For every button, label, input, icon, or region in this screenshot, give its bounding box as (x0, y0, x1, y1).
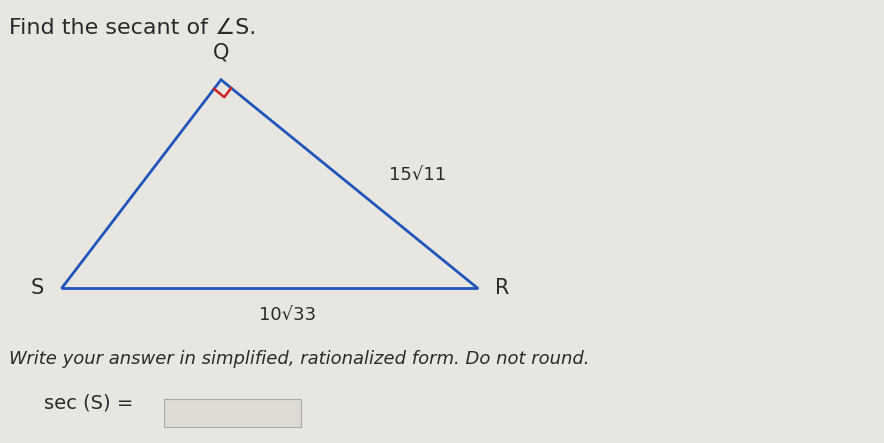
Text: Q: Q (213, 42, 229, 62)
Text: Write your answer in simplified, rationalized form. Do not round.: Write your answer in simplified, rationa… (9, 350, 590, 368)
Text: R: R (495, 278, 509, 298)
Text: S: S (31, 278, 44, 298)
Text: Find the secant of ∠S.: Find the secant of ∠S. (9, 18, 256, 38)
FancyBboxPatch shape (164, 399, 301, 427)
Text: sec (S) =: sec (S) = (44, 394, 133, 412)
Text: 10√33: 10√33 (259, 306, 316, 324)
Text: 15√11: 15√11 (389, 166, 446, 184)
